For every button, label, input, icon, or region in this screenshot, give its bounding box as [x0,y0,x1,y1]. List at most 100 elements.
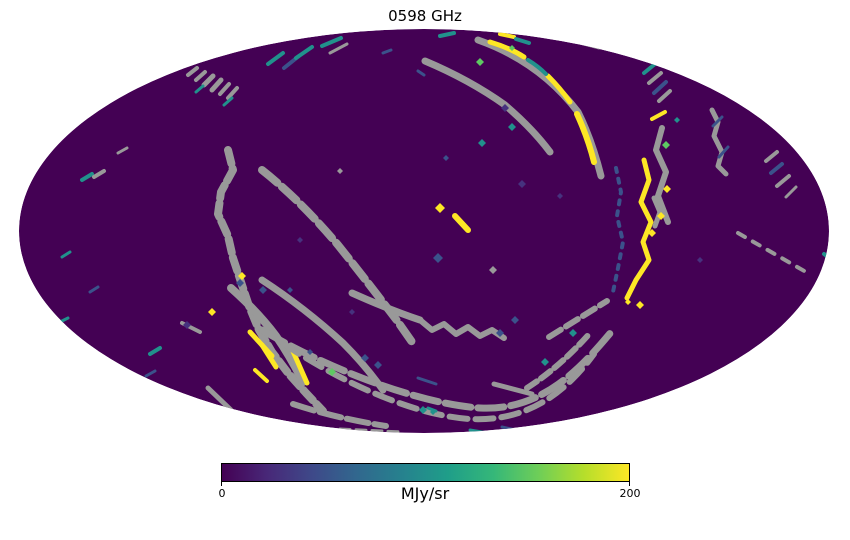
map-hatch-stroke [80,172,94,182]
map-speckle [636,301,644,309]
map-speckle [648,229,656,237]
map-speckle [518,180,526,188]
map-hatch-stroke [381,48,393,55]
map-hatch-stroke [717,145,730,159]
map-hatch-stroke [711,115,724,128]
map-speckle [496,329,504,337]
map-scan-arc [281,341,597,423]
map-hatch-stroke [652,80,668,95]
colorbar-max-label: 200 [619,487,641,500]
map-scan-arc [526,58,548,76]
map-speckle [236,279,244,287]
map-hatch-stroke [218,82,231,96]
map-hatch-stroke [416,376,438,386]
map-hatch-stroke [328,42,349,55]
map-speckle [435,203,445,213]
map-hatch-stroke [764,150,779,163]
map-speckle [697,257,703,263]
map-hatch-stroke [784,185,798,199]
map-scan-arc [736,231,808,274]
map-speckle [478,139,486,147]
map-hatch-stroke [60,250,72,259]
map-hatch-stroke [438,31,456,38]
colorbar-unit-label: MJy/sr [400,484,450,503]
map-speckle [259,286,267,294]
map-scan-arc [524,330,593,391]
colorbar-min-label: 0 [218,487,226,500]
map-background [19,29,829,433]
map-speckle [307,349,313,355]
map-hatch-stroke [148,346,162,356]
map-speckle [508,123,516,131]
mollweide-sky-map [19,29,829,433]
colorbar-tick-max [629,481,630,486]
map-hatch-stroke [88,285,100,294]
map-speckle [349,309,355,315]
map-speckle [501,104,509,112]
map-scan-arc [348,289,424,324]
map-hatch-stroke [226,86,239,100]
map-hatch-stroke [144,369,157,378]
map-group [19,29,829,433]
map-scan-arc [574,111,597,165]
map-hatch-stroke [116,146,129,155]
map-hatch-stroke [650,110,667,121]
map-scan-arc [487,39,527,60]
map-hatch-stroke [201,73,216,88]
map-hatch-stroke [209,77,224,93]
map-hatch-stroke [222,96,234,107]
map-hatch-stroke [426,406,438,413]
map-speckle [419,406,427,414]
map-hatch-stroke [320,36,343,48]
map-hatch-stroke [498,32,516,39]
map-speckle [557,193,563,199]
colorbar-tick-min [221,481,222,486]
plot-title: 0598 GHz [388,7,462,25]
map-hatch-stroke [642,62,657,75]
map-hatch-stroke [266,51,285,66]
map-scan-arc [289,346,310,386]
map-scan-arc [338,427,404,433]
map-speckle [662,141,670,149]
map-hatch-stroke [194,70,207,82]
map-speckle [361,354,369,362]
map-scan-arc [253,368,269,383]
map-speckle [569,329,577,337]
map-speckle [374,361,382,369]
map-scan-arc [259,342,279,370]
map-hatch-stroke [92,169,106,179]
map-scan-arc [290,401,389,429]
map-speckle [625,299,631,305]
map-speckle [674,117,680,123]
map-speckle [657,212,665,220]
map-scan-arc [417,317,507,341]
map-speckle [328,368,336,376]
map-scan-arc [545,73,573,105]
map-speckle [208,308,216,316]
map-scan-arc [546,298,610,340]
map-speckle [663,185,671,193]
map-speckle [433,253,443,263]
map-speckle [509,45,515,51]
map-hatch-stroke [647,71,663,85]
map-hatch-stroke [514,37,531,45]
colorbar-gradient [221,463,630,482]
map-speckle [443,155,449,161]
map-speckle [476,58,484,66]
map-speckle [337,168,343,174]
map-speckle [511,316,519,324]
map-hatch-stroke [657,89,672,103]
map-scan-arc [491,381,535,397]
map-hatch-stroke [775,174,791,188]
map-speckle [489,266,497,274]
map-scan-arc [624,157,654,301]
map-speckle [430,409,436,415]
map-speckle [287,287,293,293]
map-hatch-stroke [294,45,314,60]
map-scan-arc [651,195,663,229]
map-speckle [541,358,549,366]
map-scan-arc [611,166,625,294]
map-hatch-stroke [416,69,426,77]
map-speckle [297,237,303,243]
